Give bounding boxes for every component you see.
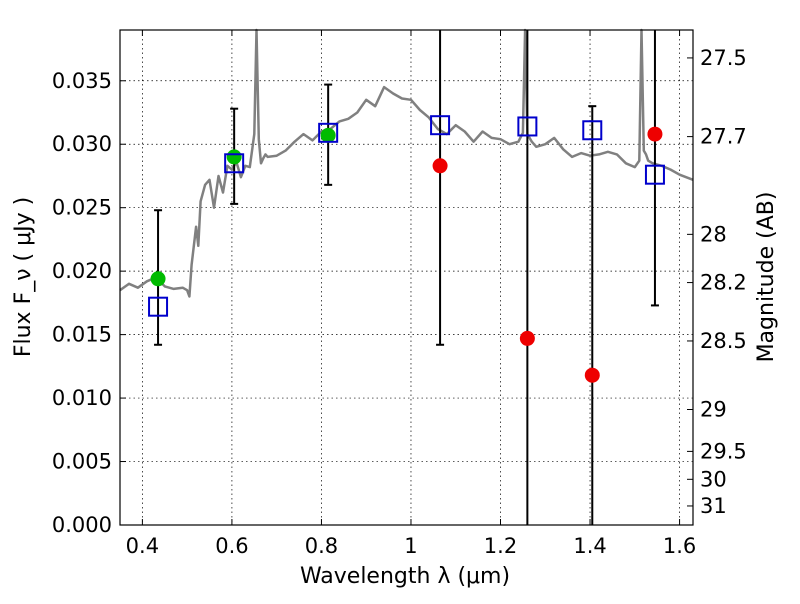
- plot-frame: [119, 29, 694, 526]
- tick-layer: 0.4 0.6 0.8 1 1.2 1.4 1.6 0.000 0.005 0.010 0.015 0…: [52, 30, 747, 558]
- red-point: [432, 158, 448, 174]
- right-tick-label: 31: [700, 494, 727, 518]
- right-tick-label: 27.7: [700, 125, 747, 149]
- y-tick-label: 0.000: [52, 513, 112, 537]
- x-tick-label: 0.4: [126, 534, 159, 558]
- spectrum-layer: [119, 28, 694, 298]
- error-bar-layer: [154, 30, 659, 525]
- red-point: [584, 367, 600, 383]
- blue-square-marker: [224, 153, 245, 174]
- x-tick-label: 0.6: [215, 534, 248, 558]
- y-tick-label: 0.035: [52, 69, 112, 93]
- x-tick-label: 1.4: [573, 534, 606, 558]
- x-axis-label: Wavelength λ (μm): [300, 564, 510, 589]
- y-tick-label: 0.005: [52, 450, 112, 474]
- marker-layer: [148, 115, 665, 383]
- blue-square-marker: [148, 296, 169, 317]
- blue-square-marker: [582, 120, 603, 141]
- right-tick-label: 28.5: [700, 329, 747, 353]
- blue-square-marker: [430, 115, 451, 136]
- red-point: [519, 330, 535, 346]
- y-tick-label: 0.020: [52, 259, 112, 283]
- y-axis-label: Flux F_ν ( μJy ): [11, 197, 36, 357]
- right-axis-label: Magnitude (AB): [754, 192, 779, 363]
- y-tick-label: 0.010: [52, 386, 112, 410]
- right-tick-label: 28.2: [700, 271, 747, 295]
- right-tick-label: 29.5: [700, 439, 747, 463]
- right-tick-label: 28: [700, 222, 727, 246]
- green-point: [320, 127, 336, 143]
- right-tick-label: 29: [700, 398, 727, 422]
- red-point: [647, 126, 663, 142]
- spectrum-line: [119, 28, 694, 298]
- blue-square-marker: [644, 164, 665, 185]
- x-tick-label: 1: [404, 534, 417, 558]
- right-tick-label: 27.5: [700, 46, 747, 70]
- y-tick-label: 0.015: [52, 323, 112, 347]
- x-tick-label: 1.2: [484, 534, 517, 558]
- right-tick-label: 30: [700, 467, 727, 491]
- green-point: [226, 149, 242, 165]
- x-tick-label: 0.8: [305, 534, 338, 558]
- y-tick-label: 0.025: [52, 196, 112, 220]
- blue-square-marker: [517, 116, 538, 137]
- x-tick-label: 1.6: [663, 534, 696, 558]
- y-tick-label: 0.030: [52, 132, 112, 156]
- green-point: [150, 271, 166, 287]
- blue-square-marker: [318, 122, 339, 143]
- grid-lines: [120, 30, 693, 526]
